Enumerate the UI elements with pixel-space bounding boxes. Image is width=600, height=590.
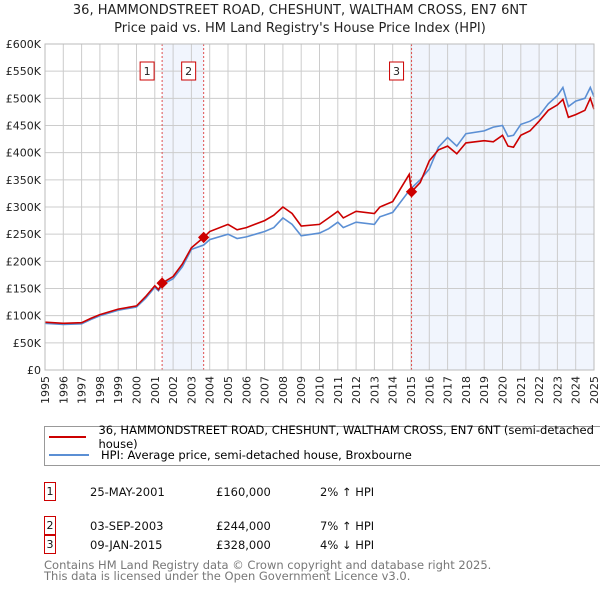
x-tick-label: 2021 bbox=[515, 376, 528, 404]
x-tick-label: 1997 bbox=[76, 376, 89, 404]
x-tick-label: 2012 bbox=[350, 376, 363, 404]
y-tick-label: £500K bbox=[6, 92, 42, 105]
footer-licence: This data is licensed under the Open Gov… bbox=[44, 569, 411, 583]
plot-border bbox=[44, 43, 595, 371]
x-tick-label: 2009 bbox=[295, 376, 308, 404]
legend-label: HPI: Average price, semi-detached house,… bbox=[101, 448, 412, 462]
sale-label-box: 3 bbox=[389, 61, 405, 81]
legend-item-hpi: HPI: Average price, semi-detached house,… bbox=[49, 446, 412, 464]
y-tick-label: £0 bbox=[27, 364, 41, 377]
x-tick-label: 2023 bbox=[551, 376, 564, 404]
x-tick-label: 2003 bbox=[185, 376, 198, 404]
sale-marker-badge: 2 bbox=[44, 516, 56, 535]
sale-price: £160,000 bbox=[216, 485, 271, 499]
legend-swatch-red bbox=[49, 436, 87, 438]
y-tick-label: £300K bbox=[6, 201, 42, 214]
x-tick-label: 2000 bbox=[131, 376, 144, 404]
x-tick-label: 2020 bbox=[497, 376, 510, 404]
y-tick-label: £550K bbox=[6, 65, 42, 78]
y-tick-label: £600K bbox=[6, 38, 42, 51]
x-tick-label: 1998 bbox=[94, 376, 107, 404]
sale-marker-badge: 3 bbox=[44, 535, 56, 554]
y-tick-label: £250K bbox=[6, 228, 42, 241]
x-tick-label: 2011 bbox=[332, 376, 345, 404]
chart-title: 36, HAMMONDSTREET ROAD, CHESHUNT, WALTHA… bbox=[72, 3, 528, 18]
y-tick-label: £450K bbox=[6, 120, 42, 133]
footer: Contains HM Land Registry data © Crown c… bbox=[44, 558, 492, 583]
hpi-diff: 2% ↑ HPI bbox=[320, 485, 375, 499]
footer-copyright: Contains HM Land Registry data © Crown c… bbox=[44, 558, 492, 572]
x-tick-label: 2007 bbox=[259, 376, 272, 404]
chart-subtitle: Price paid vs. HM Land Registry's House … bbox=[114, 21, 486, 36]
transaction-row: 3 09-JAN-2015 £328,000 4% ↓ HPI bbox=[44, 535, 444, 555]
sale-label-border bbox=[181, 61, 197, 81]
x-tick-label: 2013 bbox=[368, 376, 381, 404]
x-tick-label: 2004 bbox=[204, 376, 217, 404]
sale-label-border bbox=[389, 61, 405, 81]
price-paid-line bbox=[44, 96, 595, 325]
legend: 36, HAMMONDSTREET ROAD, CHESHUNT, WALTHA… bbox=[44, 423, 600, 466]
hpi-diff: 4% ↓ HPI bbox=[320, 538, 375, 552]
sale-label-box: 1 bbox=[139, 61, 155, 81]
sale-point-marker bbox=[156, 277, 168, 289]
sale-date: 03-SEP-2003 bbox=[90, 519, 164, 533]
hpi-diff: 7% ↑ HPI bbox=[320, 519, 375, 533]
x-tick-label: 2017 bbox=[442, 376, 455, 404]
transaction-row: 2 03-SEP-2003 £244,000 7% ↑ HPI bbox=[44, 516, 444, 536]
x-tick-label: 2014 bbox=[387, 376, 400, 404]
x-tick-label: 2024 bbox=[570, 376, 583, 404]
transaction-row: 1 25-MAY-2001 £160,000 2% ↑ HPI bbox=[44, 482, 444, 502]
y-tick-label: £350K bbox=[6, 174, 42, 187]
x-tick-label: 2005 bbox=[222, 376, 235, 404]
x-tick-label: 2002 bbox=[167, 376, 180, 404]
sale-label-border bbox=[139, 61, 155, 81]
sale-label-number: 3 bbox=[393, 65, 400, 78]
sale-date: 09-JAN-2015 bbox=[90, 538, 163, 552]
x-tick-label: 2015 bbox=[405, 376, 418, 404]
sale-price: £328,000 bbox=[216, 538, 271, 552]
x-tick-label: 2022 bbox=[533, 376, 546, 404]
y-tick-label: £100K bbox=[6, 310, 42, 323]
x-tick-label: 2010 bbox=[314, 376, 327, 404]
y-tick-label: £400K bbox=[6, 147, 42, 160]
y-tick-label: £50K bbox=[13, 337, 42, 350]
x-tick-label: 2019 bbox=[478, 376, 491, 404]
price-chart: 1995 1996 1997 1998 1999 2000 2001 2002 2003 2004… bbox=[6, 38, 600, 404]
y-tick-label: £150K bbox=[6, 283, 42, 296]
x-tick-label: 2008 bbox=[277, 376, 290, 404]
x-tick-label: 1996 bbox=[57, 376, 70, 404]
sale-label-number: 1 bbox=[144, 65, 151, 78]
x-tick-label: 2025 bbox=[588, 376, 600, 404]
x-tick-label: 2016 bbox=[423, 376, 436, 404]
sale-point-marker bbox=[405, 186, 418, 198]
legend-label: 36, HAMMONDSTREET ROAD, CHESHUNT, WALTHA… bbox=[98, 423, 594, 451]
sale-price: £244,000 bbox=[216, 519, 271, 533]
sale-date: 25-MAY-2001 bbox=[90, 485, 165, 499]
legend-swatch-blue bbox=[49, 454, 89, 456]
x-tick-label: 1999 bbox=[112, 376, 125, 404]
sale-label-number: 2 bbox=[185, 65, 192, 78]
sale-point-marker bbox=[198, 231, 210, 244]
x-tick-label: 1995 bbox=[39, 376, 52, 404]
sale-label-box: 2 bbox=[181, 61, 197, 81]
y-tick-label: £200K bbox=[6, 255, 42, 268]
legend-item-property: 36, HAMMONDSTREET ROAD, CHESHUNT, WALTHA… bbox=[49, 423, 600, 451]
x-tick-label: 2001 bbox=[149, 376, 162, 404]
sale-marker-badge: 1 bbox=[44, 482, 56, 501]
x-tick-label: 2006 bbox=[240, 376, 253, 404]
x-tick-label: 2018 bbox=[460, 376, 473, 404]
